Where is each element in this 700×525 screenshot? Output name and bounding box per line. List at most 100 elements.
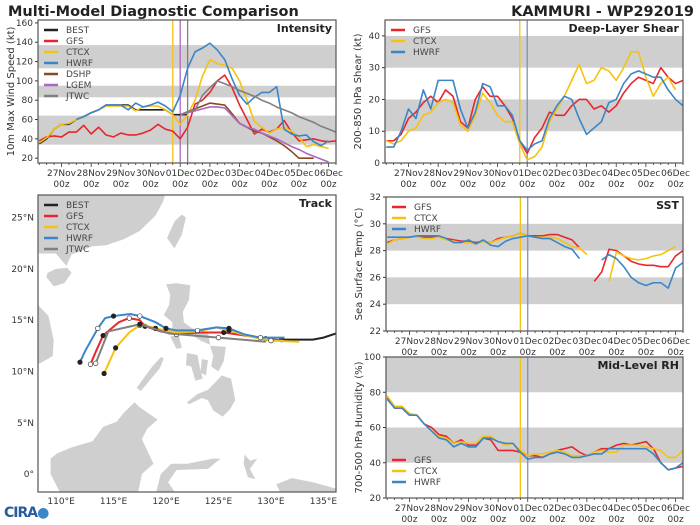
- x-tick-hour: 00z: [460, 515, 476, 525]
- y-tick-label: 100: [364, 353, 381, 363]
- x-tick-day: 27Nov: [395, 504, 425, 514]
- legend-label-best: BEST: [66, 201, 90, 211]
- legend-label-ctcx: CTCX: [414, 214, 438, 224]
- legend-label-jtwc: JTWC: [65, 92, 89, 102]
- x-tick-day: 04Dec: [602, 169, 631, 179]
- x-tick-hour: 00z: [667, 180, 683, 190]
- track-point-gfs: [221, 329, 227, 336]
- y-tick-label: 60: [22, 116, 34, 126]
- x-tick-day: 01Dec: [513, 337, 542, 347]
- x-tick-hour: 00z: [401, 515, 417, 525]
- y-tick-label: 28: [370, 247, 382, 257]
- track-line-hwrf: [79, 312, 285, 363]
- sst-panel: 27Nov00z28Nov00z29Nov00z30Nov00z01Dec00z…: [354, 193, 690, 358]
- landmass: [187, 375, 236, 417]
- track-point-hwrf: [95, 325, 101, 331]
- y-tick-label: 22: [370, 327, 381, 337]
- x-tick-day: 02Dec: [543, 504, 572, 514]
- shear-line-gfs: [386, 66, 683, 155]
- y-tick-label: 30: [370, 220, 382, 230]
- rh-frame: [385, 356, 684, 499]
- y-axis-label: Sea Surface Temp (°C): [354, 208, 365, 321]
- x-tick-hour: 00z: [608, 180, 624, 190]
- x-tick-day: 28Nov: [77, 169, 107, 179]
- x-tick-day: 02Dec: [543, 337, 572, 347]
- sst-line-hwrf: [601, 253, 683, 289]
- x-tick-hour: 00z: [549, 348, 565, 358]
- x-tick-hour: 00z: [668, 515, 684, 525]
- intensity-panel: 27Nov00z28Nov00z29Nov00z30Nov00z01Dec00z…: [6, 19, 343, 190]
- x-tick-day: 02Dec: [195, 169, 224, 179]
- landmass: [200, 359, 208, 376]
- x-tick-day: 27Nov: [394, 169, 424, 179]
- x-tick-hour: 00z: [608, 348, 624, 358]
- x-tick-label: 120°E: [152, 497, 180, 507]
- shear-panel: 27Nov00z28Nov00z29Nov00z30Nov00z01Dec00z…: [353, 19, 690, 190]
- x-tick-day: 05Dec: [631, 169, 660, 179]
- x-tick-day: 30Nov: [484, 504, 514, 514]
- x-tick-hour: 00z: [320, 180, 336, 190]
- x-tick-hour: 00z: [638, 348, 654, 358]
- legend-label-lgem: LGEM: [66, 81, 91, 91]
- x-tick-day: 30Nov: [136, 169, 166, 179]
- track-point-hwrf: [194, 327, 201, 334]
- shear-line-hwrf: [386, 70, 683, 152]
- x-tick-hour: 00z: [431, 348, 447, 358]
- y-tick-label: 40: [22, 135, 34, 145]
- x-tick-hour: 00z: [549, 515, 565, 525]
- track-point-hwrf: [226, 325, 232, 331]
- track-line-ctcx: [103, 324, 300, 374]
- track-point-hwrf: [110, 313, 117, 319]
- x-tick-label: 130°E: [257, 497, 285, 507]
- track-frame: [37, 194, 337, 493]
- intensity-panel-title: Intensity: [277, 22, 332, 35]
- y-tick-label: 80: [370, 388, 382, 398]
- legend-label-gfs: GFS: [66, 212, 84, 222]
- x-tick-hour: 00z: [549, 180, 565, 190]
- x-tick-day: 03Dec: [572, 504, 601, 514]
- landmass: [38, 195, 166, 266]
- y-tick-label: 20°N: [11, 265, 34, 275]
- x-tick-hour: 00z: [113, 180, 129, 190]
- shaded-band: [386, 277, 683, 305]
- track-plot-area: [38, 195, 336, 492]
- landmass: [276, 478, 336, 492]
- y-tick-label: 120: [16, 58, 33, 68]
- sst-line-hwrf: [387, 235, 581, 260]
- shear-panel-title: Deep-Layer Shear: [568, 22, 679, 35]
- rh-line-ctcx: [386, 395, 683, 459]
- x-tick-day: 05Dec: [632, 337, 661, 347]
- y-tick-label: 100: [16, 77, 33, 87]
- track-point-jtwc: [215, 335, 222, 341]
- rh-plot-area: [386, 357, 683, 498]
- x-tick-hour: 00z: [431, 515, 447, 525]
- y-axis-label: 700-500 hPa Humidity (%): [354, 361, 365, 493]
- shaded-band: [386, 357, 683, 393]
- track-point-gfs: [100, 332, 106, 339]
- legend-label-gfs: GFS: [414, 203, 432, 213]
- legend-label-hwrf: HWRF: [413, 48, 440, 58]
- rh-panel-title: Mid-Level RH: [597, 359, 679, 372]
- y-tick-label: 10: [369, 127, 381, 137]
- x-tick-day: 02Dec: [542, 169, 571, 179]
- x-tick-day: 28Nov: [424, 504, 454, 514]
- y-tick-label: 60: [370, 424, 382, 434]
- x-tick-hour: 00z: [401, 348, 417, 358]
- intensity-plot-area: [38, 20, 336, 163]
- track-panel: 110°E 115°E 120°E 125°E 130°E 135°E 0° 5°N 10°N 1…: [11, 194, 337, 507]
- legend-label-dshp: DSHP: [66, 70, 91, 80]
- sst-plot-area: [386, 197, 683, 331]
- intensity-line-gfs: [38, 74, 336, 143]
- x-tick-day: 06Dec: [661, 337, 690, 347]
- x-tick-day: 05Dec: [632, 504, 661, 514]
- x-tick-hour: 00z: [231, 180, 247, 190]
- legend-label-gfs: GFS: [414, 456, 432, 466]
- y-tick-label: 10°N: [11, 367, 34, 377]
- x-tick-hour: 00z: [83, 180, 99, 190]
- shear-frame: [384, 19, 684, 164]
- y-tick-label: 30: [369, 64, 381, 74]
- x-tick-hour: 00z: [519, 180, 535, 190]
- y-tick-label: 140: [16, 38, 33, 48]
- x-tick-day: 01Dec: [513, 169, 542, 179]
- track-point-ctcx: [101, 370, 107, 377]
